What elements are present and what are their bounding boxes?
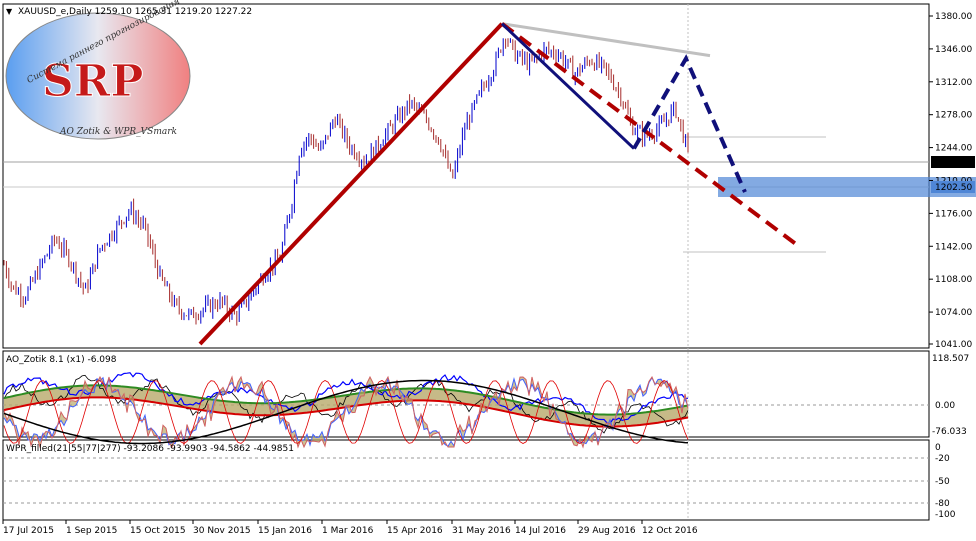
time-axis: 17 Jul 2015 1 Sep 2015 15 Oct 2015 30 Nov 2… xyxy=(2,520,698,536)
wpr-panel xyxy=(2,439,930,521)
time-tick-label: 29 Aug 2016 xyxy=(578,526,636,536)
red-trend-line xyxy=(198,22,504,346)
wpr-label: WPR_filled(21|55|77|277) -93.2086 -93.99… xyxy=(6,444,294,454)
price-tick-label: 1074.00 xyxy=(935,308,972,318)
price-tick-label: 1142.00 xyxy=(935,242,972,252)
current-price-label: 1227.22 xyxy=(935,158,972,168)
wpr-tick-100: -100 xyxy=(935,510,956,520)
wpr-line-slow xyxy=(3,379,689,445)
price-tick-label: 1312.00 xyxy=(935,78,972,88)
price-tick-label: 1041.00 xyxy=(935,340,972,350)
price-tick-label: 1244.00 xyxy=(935,144,972,154)
price-tick-label: 1108.00 xyxy=(935,275,972,285)
current-price-box xyxy=(931,156,975,168)
blue-projection-line xyxy=(632,54,747,193)
symbol-info: XAUUSD_e,Daily 1259.10 1265.31 1219.20 1… xyxy=(18,7,252,17)
blue-trend-line xyxy=(500,22,636,150)
wpr-line-c xyxy=(3,380,689,444)
wpr-tick-0: 0 xyxy=(935,443,941,453)
candles-group xyxy=(3,38,689,326)
zone-price-label: 1202.50 xyxy=(935,183,972,193)
wpr-line-a xyxy=(3,376,689,447)
time-tick-label: 15 Jan 2016 xyxy=(258,526,312,536)
logo-ellipse xyxy=(5,12,191,140)
logo-bottom-text: AO Zotik & WPR_VSmark xyxy=(59,127,177,137)
time-tick-label: 15 Apr 2016 xyxy=(387,526,443,536)
time-tick-label: 31 May 2016 xyxy=(452,526,511,536)
target-zone xyxy=(718,177,976,197)
price-tick-label: 1278.00 xyxy=(935,111,972,121)
ao-black-line xyxy=(3,374,689,434)
time-tick-label: 30 Nov 2015 xyxy=(193,526,251,536)
time-tick-label: 17 Jul 2015 xyxy=(3,526,54,536)
ao-label: AO_Zotik 8.1 (x1) -6.098 xyxy=(6,355,117,365)
price-tick-label: 1346.00 xyxy=(935,45,972,55)
price-tick-label: 1176.00 xyxy=(935,209,972,219)
time-tick-label: 1 Mar 2016 xyxy=(322,526,374,536)
ao-blue-line xyxy=(3,372,689,425)
ao-tick-bottom: -76.033 xyxy=(932,427,967,437)
logo-letters: SRP xyxy=(42,56,143,107)
ao-tick-zero: 0.00 xyxy=(935,401,955,411)
time-tick-label: 1 Sep 2015 xyxy=(66,526,117,536)
time-tick-label: 15 Oct 2015 xyxy=(130,526,186,536)
red-projection-line xyxy=(500,22,797,245)
wpr-series xyxy=(3,375,689,449)
wpr-line-b xyxy=(3,375,689,449)
triangle-icon[interactable]: ▼ xyxy=(6,7,13,16)
gray-trend-line xyxy=(501,22,711,58)
time-tick-label: 12 Oct 2016 xyxy=(642,526,698,536)
time-tick-label: 14 Jul 2016 xyxy=(515,526,566,536)
wpr-tick-20: -20 xyxy=(935,454,950,464)
ao-green-line xyxy=(3,384,689,416)
wpr-tick-50: -50 xyxy=(935,477,950,487)
wpr-tick-80: -80 xyxy=(935,499,950,509)
zone-price-box xyxy=(931,181,975,193)
annotations-group xyxy=(198,22,797,346)
ao-tick-top: 118.507 xyxy=(932,354,969,364)
price-tick-label: 1380.00 xyxy=(935,12,972,22)
